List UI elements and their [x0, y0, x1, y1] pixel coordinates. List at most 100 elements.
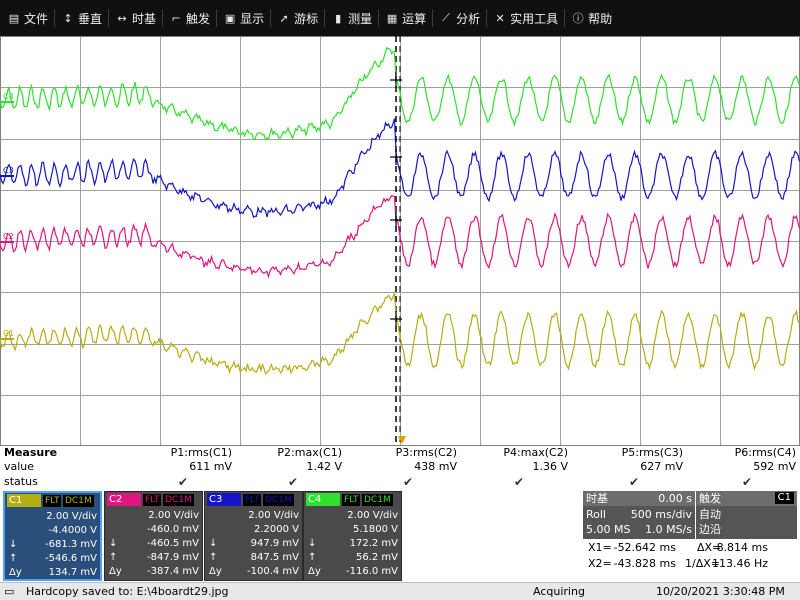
timebase-tdiv: 500 ms/div — [630, 508, 692, 521]
menu-separator — [324, 9, 326, 27]
analysis-icon: ⟋ — [442, 11, 450, 24]
cursor-down-value: -460.5 mV — [147, 538, 199, 549]
down-arrow-icon: ↓ — [9, 539, 18, 550]
measure-param-name[interactable]: P3:rms(C2) — [395, 446, 457, 459]
measure-param-value: 1.42 V — [306, 460, 342, 473]
menu-separator — [216, 9, 218, 27]
menu-separator — [378, 9, 380, 27]
channel-header: C3 FLT DC1M — [205, 493, 302, 507]
timebase-panel[interactable]: 时基 0.00 s Roll 500 ms/div 5.00 MS 1.0 MS… — [583, 491, 695, 539]
trigger-icon: ⌐ — [171, 11, 181, 25]
menu-help[interactable]: ⓘ 帮助 — [566, 4, 617, 32]
flt-badge: FLT — [243, 494, 262, 506]
cursor-up-value: 56.2 mV — [355, 552, 398, 563]
measure-param-name[interactable]: P4:max(C2) — [503, 446, 568, 459]
channel-marker-c2[interactable]: C2 — [3, 232, 14, 241]
trigger-title: 触发 — [699, 492, 721, 505]
menu-cursor[interactable]: ➚ 游标 — [272, 4, 323, 32]
measure-title: Measure — [4, 446, 58, 459]
measure-status-row: status ✔ ✔ ✔ ✔ ✔ ✔ — [0, 475, 800, 489]
offset-value: -460.0 mV — [147, 524, 199, 535]
menu-separator — [54, 9, 56, 27]
vdiv-value: 2.00 V/div — [46, 511, 97, 522]
menu-label: 实用工具 — [510, 11, 559, 26]
waveform-display[interactable]: C4 C3 C2 C1 — [0, 36, 800, 446]
offset-line: 5.1800 V — [306, 523, 398, 536]
cursor-down-value: -681.3 mV — [45, 539, 97, 550]
menu-display[interactable]: ▣ 显示 — [218, 4, 269, 32]
delta-y-value: 134.7 mV — [48, 567, 97, 578]
trace-c4 — [0, 46, 800, 141]
trigger-panel[interactable]: 触发 C1 自动 边沿 — [696, 491, 797, 539]
menu-label: 运算 — [402, 11, 427, 26]
channel-header: C1 FLT DC1M — [5, 494, 100, 508]
x2-label: X2= — [588, 557, 612, 570]
channel-name: C2 — [107, 493, 141, 506]
measure-param-name[interactable]: P5:rms(C3) — [621, 446, 683, 459]
menu-vertical[interactable]: ↕ 垂直 — [56, 4, 107, 32]
menu-measure[interactable]: ▮ 测量 — [326, 4, 377, 32]
status-check-icon: ✔ — [514, 475, 525, 489]
trigger-header: 触发 C1 — [696, 491, 797, 506]
offset-value: 5.1800 V — [352, 524, 398, 535]
channel-marker-c4[interactable]: C4 — [3, 92, 14, 101]
printer-icon: ▭ — [4, 585, 15, 598]
trigger-slope: 边沿 — [699, 523, 721, 536]
channel-panel-c2[interactable]: C2 FLT DC1M 2.00 V/div -460.0 mV ↓ -460.5 mV ↑ -… — [104, 491, 203, 581]
measure-value-label: value — [4, 460, 35, 473]
channel-panel-c3[interactable]: C3 FLT DC1M 2.00 V/div 2.2000 V ↓ 947.9 mV ↑ 847… — [204, 491, 303, 581]
menu-timebase[interactable]: ↔ 时基 — [110, 4, 161, 32]
channel-panel-c1[interactable]: C1 FLT DC1M 2.00 V/div -4.4000 V ↓ -681.3 mV ↑ -… — [3, 491, 102, 581]
channel-name: C4 — [306, 493, 340, 506]
measure-icon: ▮ — [335, 11, 342, 25]
measure-param-name[interactable]: P1:rms(C1) — [170, 446, 232, 459]
channel-panel-c4[interactable]: C4 FLT DC1M 2.00 V/div 5.1800 V ↓ 172.2 mV ↑ 56.… — [303, 491, 402, 581]
measure-param-value: 438 mV — [414, 460, 457, 473]
menu-label: 垂直 — [78, 11, 103, 26]
measure-param-name[interactable]: P6:rms(C4) — [734, 446, 796, 459]
x1-label: X1= — [588, 541, 612, 554]
menu-label: 时基 — [132, 11, 157, 26]
trace-c2 — [0, 195, 800, 279]
coupling-badge: DC1M — [362, 494, 393, 506]
timebase-delay: 0.00 s — [658, 492, 692, 505]
cursor-down-line: ↓ -681.3 mV — [7, 538, 97, 551]
menu-label: 游标 — [294, 11, 319, 26]
menu-separator — [270, 9, 272, 27]
flt-badge: FLT — [43, 495, 62, 507]
menu-file[interactable]: ▤ 文件 — [2, 4, 53, 32]
channel-header: C2 FLT DC1M — [105, 493, 202, 507]
trigger-source-badge: C1 — [774, 492, 794, 504]
measure-status-label: status — [4, 475, 38, 488]
measure-param-name[interactable]: P2:max(C1) — [277, 446, 342, 459]
timebase-row-samples: 5.00 MS 1.0 MS/s — [583, 522, 695, 537]
menu-trigger[interactable]: ⌐ 触发 — [164, 4, 215, 32]
channel-marker-c3[interactable]: C3 — [3, 166, 14, 175]
menu-separator — [162, 9, 164, 27]
menu-analysis[interactable]: ⟋ 分析 — [434, 4, 485, 32]
menu-label: 触发 — [186, 11, 211, 26]
down-arrow-icon: ↓ — [109, 538, 118, 549]
timebase-header: 时基 0.00 s — [583, 491, 695, 506]
delta-y-line: Δy -116.0 mV — [306, 565, 398, 578]
delta-y-label: Δy — [209, 566, 222, 577]
cursor-down-value: 947.9 mV — [250, 538, 299, 549]
date-time: 10/20/2021 3:30:48 PM — [656, 585, 785, 598]
channel-marker-c1[interactable]: C1 — [3, 329, 14, 338]
timebase-rate: 1.0 MS/s — [645, 523, 692, 536]
menu-tools[interactable]: ✕ 实用工具 — [488, 4, 563, 32]
tools-icon: ✕ — [495, 11, 505, 25]
offset-line: -460.0 mV — [107, 523, 199, 536]
trace-c1 — [0, 292, 800, 375]
status-check-icon: ✔ — [288, 475, 299, 489]
vdiv-value: 2.00 V/div — [148, 510, 199, 521]
status-check-icon: ✔ — [742, 475, 753, 489]
menu-math[interactable]: ▦ 运算 — [380, 4, 431, 32]
coupling-badge: DC1M — [63, 495, 94, 507]
measure-param-value: 1.36 V — [532, 460, 568, 473]
timebase-mode: Roll — [586, 508, 606, 521]
up-arrow-icon: ↑ — [9, 553, 18, 564]
menu-label: 分析 — [456, 11, 481, 26]
trace-c3 — [0, 118, 800, 219]
status-check-icon: ✔ — [629, 475, 640, 489]
